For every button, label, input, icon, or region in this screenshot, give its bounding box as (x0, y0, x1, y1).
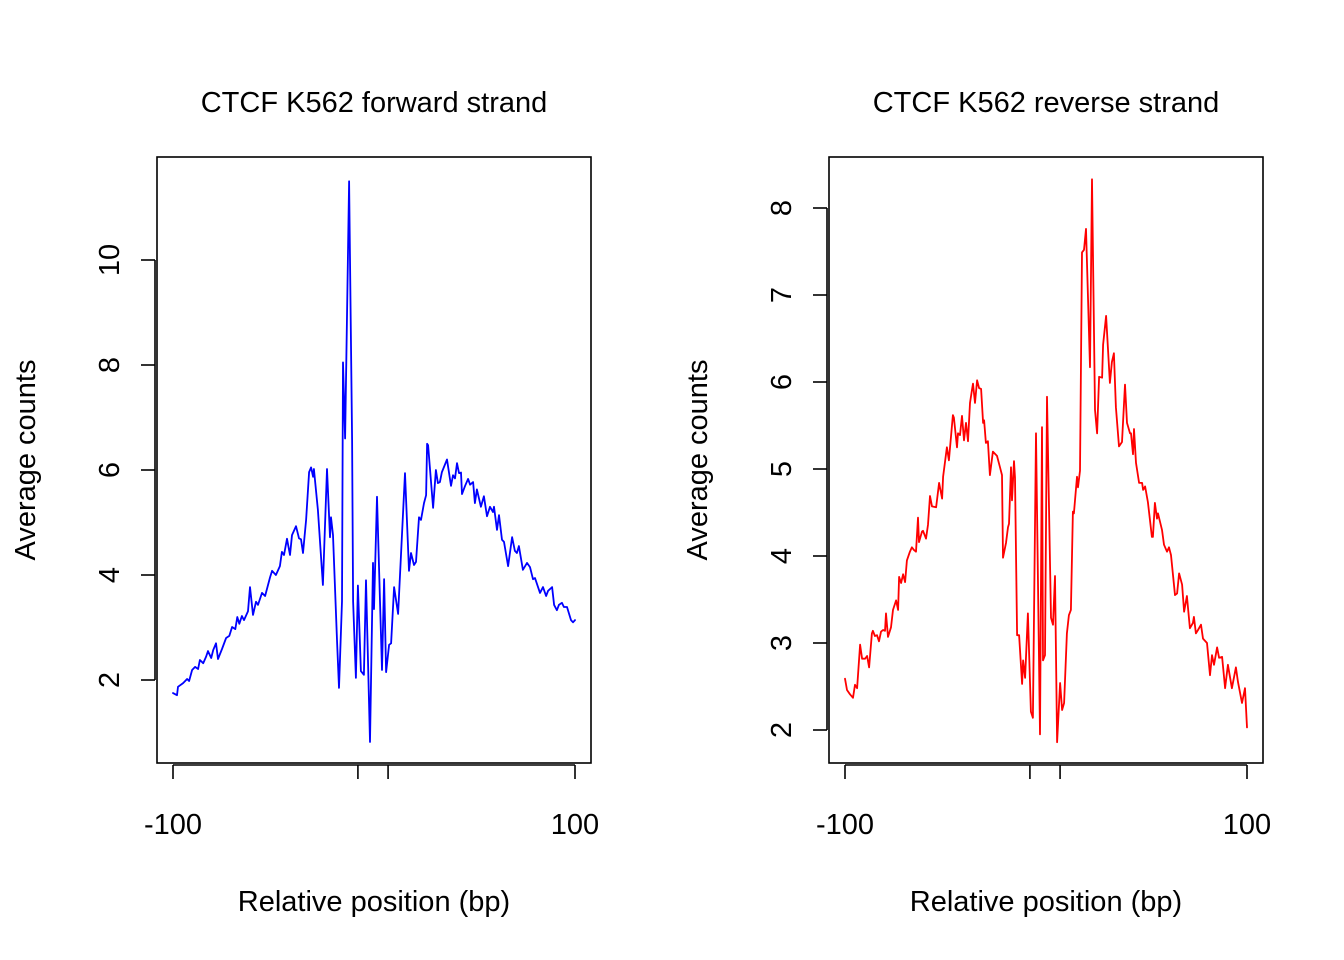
x-tick-label: 100 (551, 809, 599, 841)
y-tick-label: 4 (766, 548, 798, 564)
chart-title: CTCF K562 reverse strand (873, 87, 1220, 119)
x-axis-label: Relative position (bp) (910, 886, 1182, 918)
plot-area (844, 178, 1248, 744)
x-tick-label: -100 (816, 809, 874, 841)
y-tick-label: 4 (94, 567, 126, 583)
series-line-forward-strand (172, 180, 576, 743)
y-axis: 2 3 4 5 6 7 8 (766, 200, 828, 738)
x-axis: -100 100 (816, 764, 1271, 841)
y-tick-label: 8 (766, 200, 798, 216)
y-tick-label: 3 (766, 635, 798, 651)
plot-area (172, 180, 576, 743)
chart-title: CTCF K562 forward strand (201, 87, 548, 119)
y-tick-label: 2 (94, 672, 126, 688)
forward-strand-panel: CTCF K562 forward strand Relative positi… (10, 87, 599, 918)
plot-frame (828, 156, 1264, 764)
plot-frame (156, 156, 592, 764)
x-axis: -100 100 (144, 764, 599, 841)
y-tick-label: 7 (766, 287, 798, 303)
reverse-strand-panel: CTCF K562 reverse strand Relative positi… (682, 87, 1271, 918)
y-tick-label: 6 (766, 374, 798, 390)
x-axis-label: Relative position (bp) (238, 886, 510, 918)
y-tick-label: 10 (94, 244, 126, 276)
y-tick-label: 6 (94, 462, 126, 478)
x-tick-label: -100 (144, 809, 202, 841)
y-tick-label: 2 (766, 722, 798, 738)
y-axis-label: Average counts (10, 360, 42, 561)
y-tick-label: 5 (766, 461, 798, 477)
y-tick-label: 8 (94, 357, 126, 373)
y-axis: 2 4 6 8 10 (94, 244, 156, 688)
y-axis-label: Average counts (682, 360, 714, 561)
series-line-reverse-strand (844, 178, 1248, 744)
x-tick-label: 100 (1223, 809, 1271, 841)
